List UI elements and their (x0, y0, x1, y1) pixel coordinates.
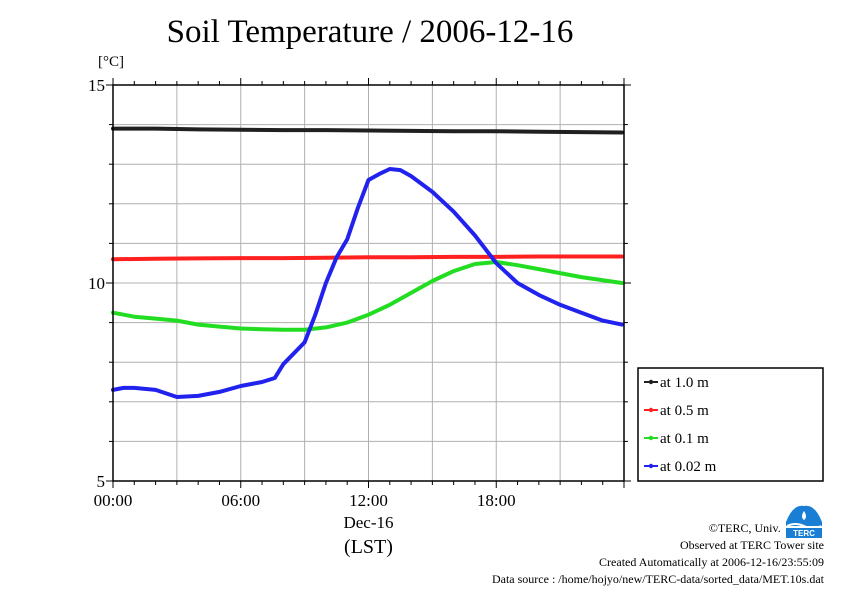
legend-box (637, 367, 824, 482)
y-tick-label: 10 (88, 274, 105, 293)
logo-text: TERC (793, 529, 815, 538)
x-tick-label: 18:00 (477, 491, 516, 510)
legend-marker-2 (648, 435, 654, 441)
series-line-3 (111, 167, 624, 399)
chart-title: Soil Temperature / 2006-12-16 (166, 14, 574, 50)
legend-label-3: at 0.02 m (660, 459, 717, 475)
x-tick-label: 12:00 (349, 491, 388, 510)
series-line-2 (111, 260, 624, 332)
legend-marker-3 (648, 463, 654, 469)
date-label: Dec-16 (343, 513, 393, 532)
legend-label-2: at 0.1 m (660, 431, 709, 447)
x-tick-label: 00:00 (94, 491, 133, 510)
legend-label-0: at 1.0 m (660, 375, 709, 391)
legend-marker-0 (648, 379, 654, 385)
legend-marker-1 (648, 407, 654, 413)
legend-label-1: at 0.5 m (660, 403, 709, 419)
site-text: Observed at TERC Tower site (679, 538, 824, 552)
series-line-1 (111, 254, 624, 262)
terc-logo: TERC (783, 502, 825, 538)
y-tick-label: 15 (88, 76, 105, 95)
copyright-text: ©TERC, Univ. Tsukuba (708, 521, 824, 535)
footer-credits: ©TERC, Univ. Tsukuba Observed at TERC To… (492, 520, 824, 588)
source-text: Data source : /home/hojyo/new/TERC-data/… (491, 572, 824, 586)
x-axis-label: (LST) (344, 536, 393, 558)
x-tick-label: 06:00 (221, 491, 260, 510)
created-text: Created Automatically at 2006-12-16/23:5… (599, 555, 824, 569)
series-line-0 (111, 126, 624, 135)
y-axis-unit: [°C] (98, 54, 124, 70)
y-tick-label: 5 (97, 472, 106, 491)
